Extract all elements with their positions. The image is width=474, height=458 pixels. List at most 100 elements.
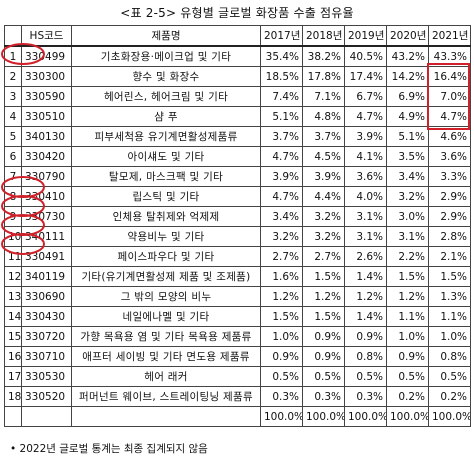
table-row: 14 330430 네일에나멜 및 기타 1.5% 1.5% 1.4% 1.1% 1.1% — [4, 306, 471, 327]
share-value-cell: 1.0% — [386, 326, 429, 347]
share-value-cell: 4.6% — [428, 126, 471, 147]
share-value-cell: 7.1% — [302, 86, 345, 107]
share-value-cell: 0.2% — [428, 386, 471, 407]
share-value-cell: 1.4% — [344, 266, 387, 287]
product-name-cell: 약용비누 및 기타 — [71, 226, 261, 247]
share-value-cell: 3.4% — [386, 166, 429, 187]
share-value-cell: 4.7% — [428, 106, 471, 127]
share-value-cell: 6.7% — [344, 86, 387, 107]
hs-code-cell: 330520 — [21, 386, 72, 407]
share-value-cell: 43.3% — [428, 45, 471, 67]
share-value-cell: 4.8% — [302, 106, 345, 127]
share-value-cell: 2.1% — [428, 246, 471, 267]
header-2019: 2019년 — [344, 25, 387, 47]
product-name-cell: 페이스파우다 및 기타 — [71, 246, 261, 267]
share-value-cell: 2.2% — [386, 246, 429, 267]
share-value-cell: 4.4% — [302, 186, 345, 207]
share-value-cell: 0.3% — [260, 386, 303, 407]
footnote: • 2022년 글로벌 통계는 최종 집계되지 않음 — [10, 443, 208, 455]
table-row: 7 330790 탈모제, 마스크팩 및 기타 3.9% 3.9% 3.6% 3.4% 3.3… — [4, 166, 471, 187]
share-value-cell: 40.5% — [344, 45, 387, 67]
share-value-cell: 100.0% — [302, 406, 345, 427]
row-number: 13 — [4, 286, 22, 307]
share-value-cell: 2.6% — [344, 246, 387, 267]
share-value-cell: 6.9% — [386, 86, 429, 107]
hs-code-cell: 330300 — [21, 66, 72, 87]
share-value-cell: 3.2% — [302, 226, 345, 247]
share-value-cell: 4.5% — [302, 146, 345, 167]
share-value-cell: 0.9% — [260, 346, 303, 367]
table-row: 1 330499 기초화장용·메이크업 및 기타 35.4% 38.2% 40.5% 43.… — [4, 45, 471, 67]
table-row: 2 330300 향수 및 화장수 18.5% 17.8% 17.4% 14.2% 16.4% — [4, 66, 471, 87]
product-name-cell: 퍼머넌트 웨이브, 스트레이팅닝 제품류 — [71, 386, 261, 407]
hs-code-cell: 330690 — [21, 286, 72, 307]
product-name-cell: 헤어 래커 — [71, 366, 261, 387]
share-value-cell: 0.2% — [386, 386, 429, 407]
share-value-cell: 2.7% — [302, 246, 345, 267]
product-name-cell: 네일에나멜 및 기타 — [71, 306, 261, 327]
header-2017: 2017년 — [260, 25, 303, 47]
product-name-cell: 향수 및 화장수 — [71, 66, 261, 87]
product-name-cell: 기초화장용·메이크업 및 기타 — [71, 45, 261, 67]
share-value-cell: 3.4% — [260, 206, 303, 227]
row-number: 12 — [4, 266, 22, 287]
share-value-cell: 1.2% — [260, 286, 303, 307]
export-share-table: HS코드 제품명 2017년 2018년 2019년 2020년 2021년 1… — [4, 25, 471, 427]
share-value-cell: 7.0% — [428, 86, 471, 107]
share-value-cell: 1.0% — [428, 326, 471, 347]
hs-code-cell: 330420 — [21, 146, 72, 167]
share-value-cell: 3.2% — [260, 226, 303, 247]
share-value-cell: 2.8% — [428, 226, 471, 247]
product-name-cell: 가향 목욕용 염 및 기타 목욕용 제품류 — [71, 326, 261, 347]
share-value-cell: 17.4% — [344, 66, 387, 87]
row-number: 9 — [4, 206, 22, 227]
share-value-cell: 2.7% — [260, 246, 303, 267]
share-value-cell: 0.3% — [302, 386, 345, 407]
share-value-cell: 1.0% — [260, 326, 303, 347]
share-value-cell: 100.0% — [386, 406, 429, 427]
row-number: 1 — [4, 45, 22, 67]
share-value-cell: 0.5% — [302, 366, 345, 387]
share-value-cell: 1.5% — [260, 306, 303, 327]
product-name-cell: 인체용 탈취제와 억제제 — [71, 206, 261, 227]
row-number: 8 — [4, 186, 22, 207]
table-row: 4 330510 샴 푸 5.1% 4.8% 4.7% 4.9% 4.7% — [4, 106, 471, 127]
share-value-cell: 3.7% — [302, 126, 345, 147]
share-value-cell: 4.1% — [344, 146, 387, 167]
table-row: 10 340111 약용비누 및 기타 3.2% 3.2% 3.1% 3.1% 2.8% — [4, 226, 471, 247]
product-name-cell: 헤어린스, 헤어크림 및 기타 — [71, 86, 261, 107]
product-name-cell: 립스틱 및 기타 — [71, 186, 261, 207]
share-value-cell: 3.1% — [386, 226, 429, 247]
share-value-cell: 0.9% — [344, 326, 387, 347]
share-value-cell: 0.5% — [386, 366, 429, 387]
header-no — [4, 25, 22, 47]
share-value-cell: 1.3% — [428, 286, 471, 307]
share-value-cell: 5.1% — [260, 106, 303, 127]
share-value-cell: 1.2% — [302, 286, 345, 307]
hs-code-cell: 330590 — [21, 86, 72, 107]
share-value-cell: 3.6% — [428, 146, 471, 167]
header-2018: 2018년 — [302, 25, 345, 47]
table-row: 3 330590 헤어린스, 헤어크림 및 기타 7.4% 7.1% 6.7% 6.9% 7.… — [4, 86, 471, 107]
share-value-cell: 4.9% — [386, 106, 429, 127]
row-number: 7 — [4, 166, 22, 187]
share-value-cell: 14.2% — [386, 66, 429, 87]
share-value-cell: 5.1% — [386, 126, 429, 147]
hs-code-cell: 340111 — [21, 226, 72, 247]
hs-code-cell: 330499 — [21, 45, 72, 67]
share-value-cell: 3.1% — [344, 206, 387, 227]
table-row: 18 330520 퍼머넌트 웨이브, 스트레이팅닝 제품류 0.3% 0.3% 0.3%… — [4, 386, 471, 407]
product-name-cell: 탈모제, 마스크팩 및 기타 — [71, 166, 261, 187]
share-value-cell: 100.0% — [260, 406, 303, 427]
hs-code-cell: 330510 — [21, 106, 72, 127]
share-value-cell: 0.9% — [302, 326, 345, 347]
table-row: 100.0% 100.0% 100.0% 100.0% 100.0% — [4, 406, 471, 427]
table-row: 11 330491 페이스파우다 및 기타 2.7% 2.7% 2.6% 2.2% 2.1% — [4, 246, 471, 267]
share-value-cell: 38.2% — [302, 45, 345, 67]
hs-code-cell: 330430 — [21, 306, 72, 327]
row-number: 6 — [4, 146, 22, 167]
share-value-cell: 3.7% — [260, 126, 303, 147]
share-value-cell: 100.0% — [428, 406, 471, 427]
hs-code-cell: 340119 — [21, 266, 72, 287]
product-name-cell: 아이섀도 및 기타 — [71, 146, 261, 167]
